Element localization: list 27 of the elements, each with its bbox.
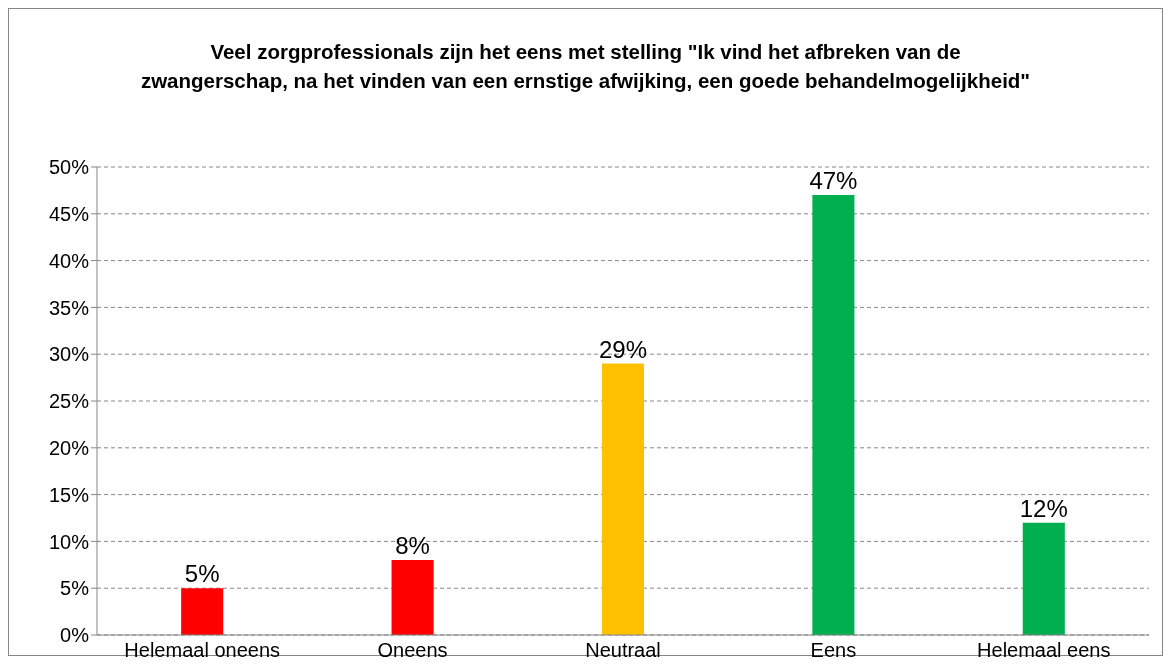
bar	[1022, 522, 1065, 635]
x-tick-label: Eens	[810, 639, 857, 662]
y-tick-label: 50%	[48, 156, 90, 179]
y-tick-label: 30%	[48, 343, 90, 366]
data-label: 12%	[1019, 494, 1068, 522]
data-label: 47%	[809, 167, 858, 195]
x-tick-label: Helemaal oneens	[124, 639, 281, 662]
data-label: 29%	[598, 335, 648, 363]
y-tick-label: 45%	[48, 202, 90, 225]
y-tick-label: 35%	[48, 296, 90, 319]
bar	[601, 363, 645, 635]
x-tick-label: Helemaal eens	[977, 639, 1111, 662]
x-tick-label: Oneens	[377, 639, 448, 662]
y-tick-label: 40%	[48, 249, 90, 272]
y-tick-label: 5%	[60, 577, 90, 600]
y-tick-label: 15%	[48, 483, 90, 506]
data-label: 5%	[184, 560, 220, 588]
y-tick-label: 10%	[48, 530, 90, 553]
y-tick-label: 20%	[48, 436, 90, 459]
y-tick-label: 0%	[60, 624, 90, 647]
bar	[391, 560, 434, 635]
chart-title: Veel zorgprofessionals zijn het eens met stelling "Ik vind het afbreken van de zwangerschap, na het vinden van een ernstige afwijking, een goede behandelmogelijkheid"	[139, 39, 1032, 94]
y-tick-label: 25%	[48, 390, 90, 413]
data-label: 8%	[395, 532, 430, 560]
x-tick-label: Neutraal	[585, 639, 661, 662]
bar	[181, 588, 224, 635]
bar	[812, 195, 855, 635]
